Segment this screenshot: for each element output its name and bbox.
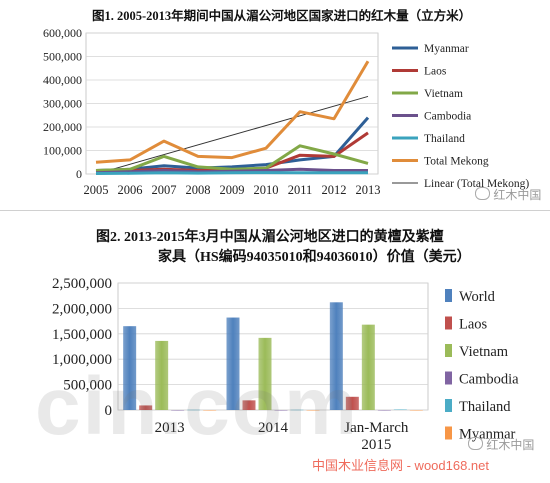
chart-2-bar-cambodia-0 [171,410,185,411]
chart-2-legend-swatch [445,426,452,440]
chart-1-y-tick-label: 500,000 [43,50,82,64]
chart-2-legend-label: Vietnam [459,344,509,360]
chart-1-y-tick-label: 100,000 [43,144,82,158]
chart-1-x-tick-label: 2008 [186,183,211,197]
chart-2-bar-world-0 [123,326,137,410]
chart-2-x-tick-label: 2013 [155,420,185,436]
chart-2-bar-myanmar-1 [306,410,320,411]
site-watermark-big: cin.com [35,361,359,452]
chart-1-trendline [95,95,369,175]
chart-1-legend-label: Cambodia [424,111,471,123]
chart-2-legend-swatch [445,371,452,385]
chart-1-y-tick-label: 400,000 [43,73,82,87]
chart-2-y-tick-label: 1,500,000 [52,327,112,343]
chart-1-series-line-5 [95,60,370,164]
chart-2-legend-label: Cambodia [459,372,519,388]
chart-1-legend-label: Thailand [424,133,465,145]
chart-2-title-line2: 家具（HS编码94035010和94036010）价值（美元） [158,248,471,265]
chart-1-x-tick-label: 2009 [220,183,245,197]
chart-1-panel: 图1. 2005-2013年期间中国从湄公河地区国家进口的红木量（立方米） 0 1… [0,0,550,211]
chart-1-y-tick-label: 600,000 [43,26,82,40]
wechat-watermark-top: 红木中国 [475,186,541,203]
chart-2-bar-laos-0 [139,405,153,410]
chart-1-series-line-3 [95,167,368,175]
chart-1-x-tick-label: 2013 [356,183,381,197]
chart-2-bar-cambodia-1 [274,410,288,411]
chart-1-legend-label: Linear (Total Mekong) [424,178,529,190]
chart-2-plot-area [117,282,429,411]
chart-2-bar-thailand-2 [393,409,407,410]
chart-2-bar-cambodia-2 [377,410,391,411]
chart-2-y-tick-label: 2,500,000 [52,276,112,292]
chart-2-x-tick-label: 2014 [258,420,289,436]
wechat-icon [475,187,490,200]
chart-1-series-line-2 [95,144,369,172]
chart-1-x-tick-label: 2007 [152,183,177,197]
chart-2-panel: 图2. 2013-2015年3月中国从湄公河地区进口的黄檀及紫檀 家具（HS编码… [0,213,550,478]
chart-2-bar-vietnam-2 [361,324,375,410]
chart-2-legend-swatch [445,399,452,412]
chart-1-x-tick-label: 2006 [118,183,143,197]
chart-2-title-line1: 图2. 2013-2015年3月中国从湄公河地区进口的黄檀及紫檀 [96,228,444,245]
chart-2-bar-world-2 [329,302,343,410]
chart-1-y-tick-label: 200,000 [43,120,82,134]
chart-2-bar-laos-2 [345,396,359,410]
chart-2-legend-label: Laos [459,317,488,333]
chart-2-legend-swatch [445,344,452,357]
chart-1-legend-label: Vietnam [424,88,463,100]
chart-1-series-line-0 [95,116,370,172]
chart-2-y-tick-label: 2,000,000 [52,301,112,317]
chart-1-series-line-4 [95,171,368,175]
chart-2-bar-myanmar-2 [409,410,423,411]
chart-2-legend-label: Thailand [459,399,511,415]
chart-2-legend-swatch [445,289,452,302]
chart-1-y-tick-label: 0 [76,167,82,181]
chart-1-title: 图1. 2005-2013年期间中国从湄公河地区国家进口的红木量（立方米） [92,8,471,23]
chart-2-bar-laos-1 [242,400,256,410]
chart-1-x-tick-label: 2005 [84,183,109,197]
chart-1-x-tick-label: 2011 [288,183,313,197]
chart-2-x-tick-label: Jan-March [344,420,409,436]
chart-2-legend-swatch [445,316,452,330]
chart-1-x-tick-label: 2010 [254,183,279,197]
chart-1-y-tick-label: 300,000 [43,97,82,111]
chart-1-legend-label: Total Mekong [424,156,489,168]
chart-2-bar-vietnam-1 [258,337,272,410]
wechat-watermark-bottom-text: 红木中国 [486,438,535,452]
wechat-watermark-top-text: 红木中国 [493,188,542,202]
chart-1-x-tick-label: 2012 [322,183,347,197]
chart-1-svg: 图1. 2005-2013年期间中国从湄公河地区国家进口的红木量（立方米） 0 1… [43,8,529,197]
chart-2-svg: 图2. 2013-2015年3月中国从湄公河地区进口的黄檀及紫檀 家具（HS编码… [52,228,519,453]
wechat-watermark-bottom: 红木中国 [468,436,534,453]
chart-2-bar-vietnam-0 [155,340,169,410]
chart-2-bar-thailand-0 [187,409,201,411]
chart-2-y-tick-label: 500,000 [63,378,112,394]
chart-1-legend-label: Laos [424,66,447,78]
chart-2-legend-label: World [459,289,496,305]
chart-2-bar-world-1 [226,317,240,410]
chart-2-bar-thailand-1 [290,409,304,411]
chart-2-bar-myanmar-0 [203,410,217,411]
chart-2-y-tick-label: 0 [105,403,113,419]
chart-2-y-tick-label: 1,000,000 [52,352,112,368]
chart-2-x-tick-label: 2015 [361,437,391,453]
wechat-icon [468,437,483,450]
chart-1-legend-label: Myanmar [424,43,469,55]
site-watermark-small: 中国木业信息网 - wood168.net [312,458,490,473]
